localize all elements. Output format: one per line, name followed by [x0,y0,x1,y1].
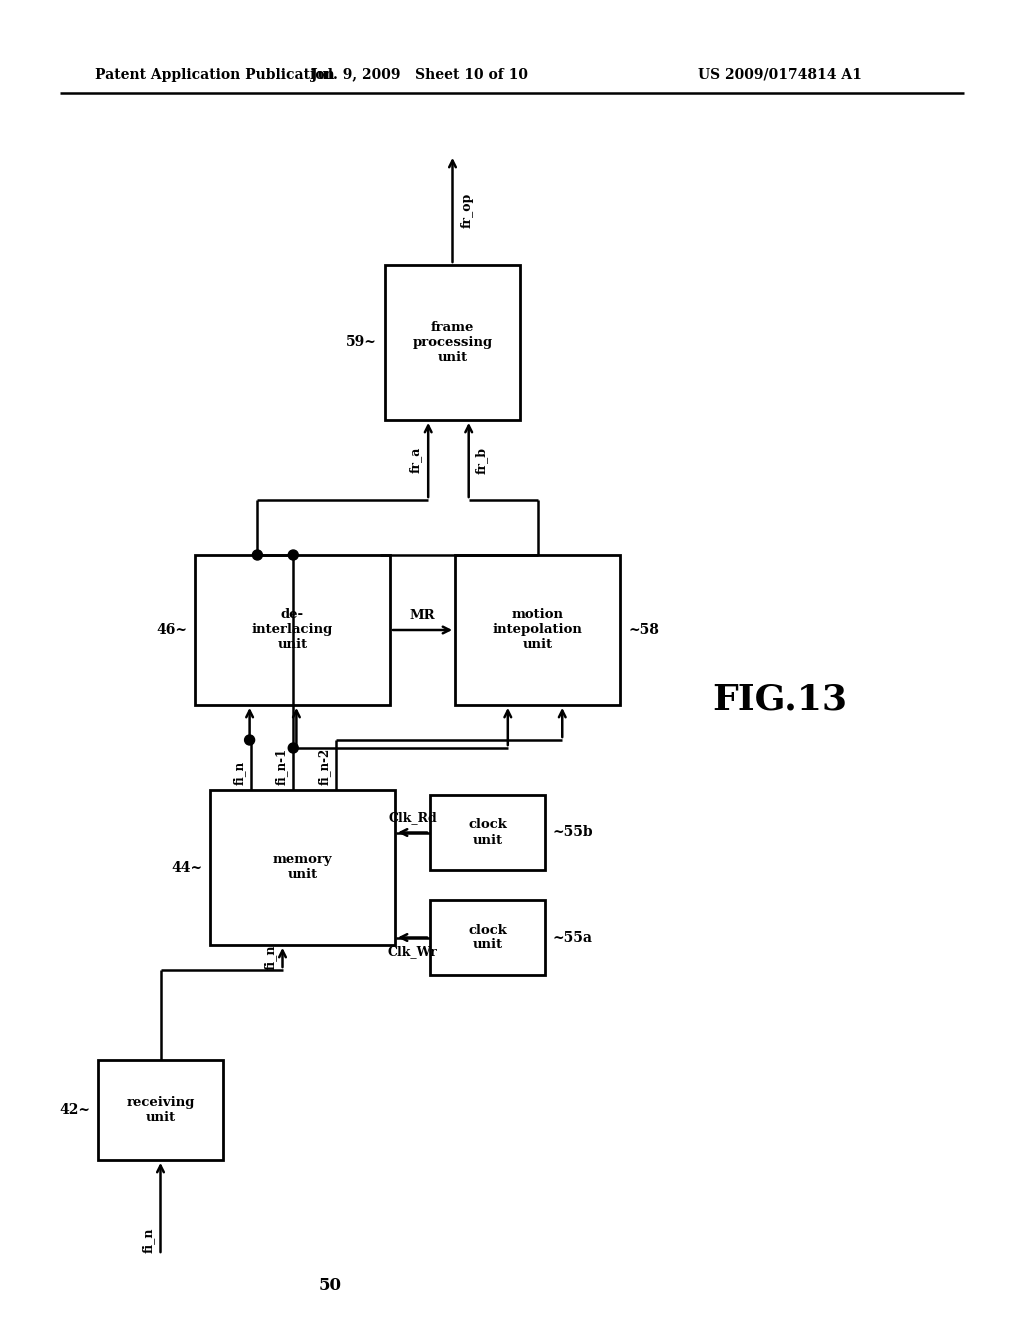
Text: Patent Application Publication: Patent Application Publication [95,69,335,82]
Text: fi_n: fi_n [263,945,276,970]
Circle shape [245,735,255,744]
Text: US 2009/0174814 A1: US 2009/0174814 A1 [698,69,862,82]
Text: frame
processing
unit: frame processing unit [413,321,493,364]
Text: motion
intepolation
unit: motion intepolation unit [493,609,583,652]
Bar [98,1060,223,1160]
Circle shape [252,550,262,560]
Text: fr_a: fr_a [410,446,422,473]
Text: ~55a: ~55a [553,931,593,945]
Text: ~55b: ~55b [553,825,594,840]
Circle shape [288,550,298,560]
Bar [385,265,520,420]
Text: fi_n: fi_n [232,760,246,785]
Circle shape [288,743,298,752]
Bar [195,554,390,705]
Bar [455,554,620,705]
Text: Clk_Wr: Clk_Wr [388,945,437,958]
Text: fr_b: fr_b [475,446,487,474]
Bar [430,900,545,975]
Text: 59~: 59~ [346,335,377,350]
Text: clock
unit: clock unit [468,818,507,846]
Text: FIG.13: FIG.13 [713,682,848,717]
Text: fi_n-2: fi_n-2 [317,747,331,785]
Text: 46~: 46~ [156,623,187,638]
Text: fr_op: fr_op [461,193,473,227]
Text: MR: MR [410,609,435,622]
Text: fi_n: fi_n [141,1228,155,1253]
Bar [430,795,545,870]
Text: fi_n-1: fi_n-1 [275,748,288,785]
Text: de-
interlacing
unit: de- interlacing unit [252,609,333,652]
Text: Jul. 9, 2009   Sheet 10 of 10: Jul. 9, 2009 Sheet 10 of 10 [311,69,528,82]
Text: 42~: 42~ [59,1104,90,1117]
Text: ~58: ~58 [628,623,658,638]
Text: Clk_Rd: Clk_Rd [388,812,437,825]
Text: clock
unit: clock unit [468,924,507,952]
Bar [210,789,395,945]
Text: 44~: 44~ [171,861,202,874]
Text: receiving
unit: receiving unit [126,1096,195,1125]
Text: 50: 50 [318,1276,341,1294]
Text: memory
unit: memory unit [272,854,333,882]
